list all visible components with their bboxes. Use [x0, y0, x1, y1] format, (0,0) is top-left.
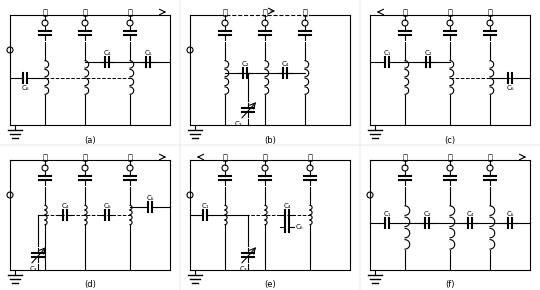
Text: (e): (e) [264, 280, 276, 289]
Text: 中: 中 [83, 153, 87, 162]
Text: 高: 高 [307, 153, 313, 162]
Text: 低: 低 [402, 153, 408, 162]
Text: C₆: C₆ [295, 224, 303, 230]
Text: 高: 高 [302, 8, 307, 17]
Text: 中: 中 [262, 8, 267, 17]
Text: C₄: C₄ [466, 211, 474, 217]
Text: C₁: C₁ [383, 211, 391, 217]
Text: 中: 中 [262, 153, 267, 162]
Text: C₂: C₂ [423, 211, 431, 217]
Text: C₆: C₆ [506, 85, 514, 91]
Text: 低: 低 [43, 153, 48, 162]
Text: 低: 低 [222, 8, 227, 17]
Text: 高: 高 [488, 8, 492, 17]
Text: C₃: C₃ [234, 121, 242, 127]
Text: (a): (a) [84, 135, 96, 144]
Text: C₂: C₂ [424, 50, 432, 56]
Text: 低: 低 [222, 153, 227, 162]
Text: C₄: C₄ [284, 203, 291, 209]
Text: (c): (c) [444, 135, 456, 144]
Text: C₃: C₃ [29, 266, 37, 272]
Text: 高: 高 [127, 153, 132, 162]
Text: C₄: C₄ [103, 50, 111, 56]
Text: C₆: C₆ [21, 85, 29, 91]
Text: C₄: C₄ [281, 61, 289, 67]
Text: C₄: C₄ [61, 203, 69, 209]
Text: (f): (f) [446, 280, 455, 289]
Text: (d): (d) [84, 280, 96, 289]
Text: C₅: C₅ [146, 195, 154, 201]
Text: C₂: C₂ [241, 61, 249, 67]
Text: 低: 低 [402, 8, 408, 17]
Text: C₃: C₃ [239, 266, 247, 272]
Text: 中: 中 [448, 8, 453, 17]
Text: C₅: C₅ [144, 50, 152, 56]
Text: 高: 高 [488, 153, 492, 162]
Text: C₆: C₆ [103, 203, 111, 209]
Text: C₁: C₁ [383, 50, 391, 56]
Text: C₁: C₁ [201, 203, 209, 209]
Text: 低: 低 [43, 8, 48, 17]
Text: 高: 高 [127, 8, 132, 17]
Text: (b): (b) [264, 135, 276, 144]
Text: 中: 中 [83, 8, 87, 17]
Text: C₅: C₅ [506, 211, 514, 217]
Text: 中: 中 [448, 153, 453, 162]
